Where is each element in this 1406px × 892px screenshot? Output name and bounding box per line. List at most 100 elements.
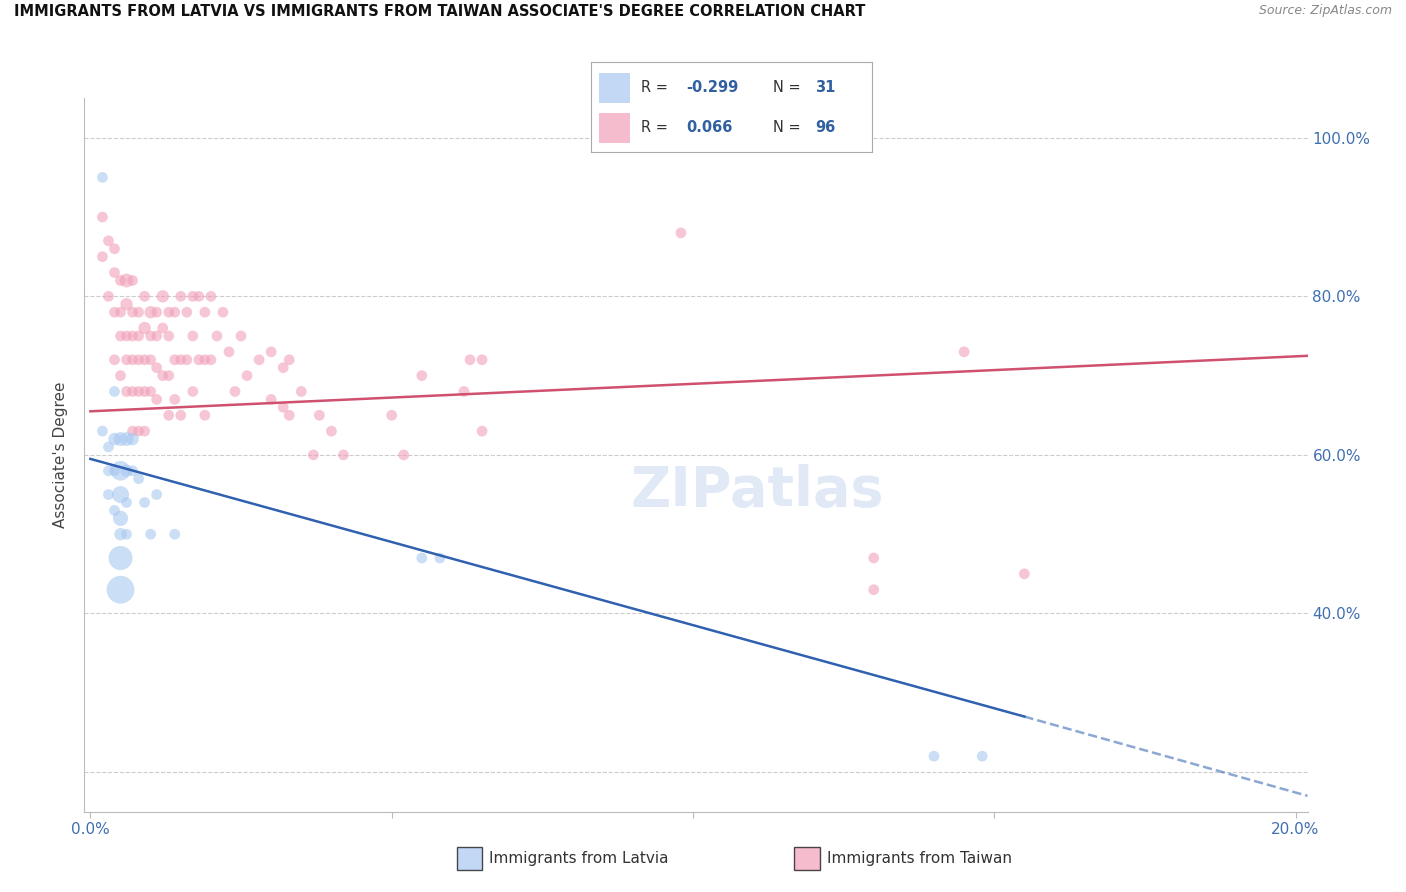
Point — [128, 424, 150, 438]
Point — [862, 551, 884, 566]
Point — [103, 432, 125, 446]
Bar — [599, 113, 630, 143]
Point — [121, 305, 143, 319]
Point — [115, 464, 138, 478]
Point — [103, 384, 125, 399]
Point — [181, 384, 204, 399]
Point — [163, 392, 186, 407]
Point — [152, 321, 174, 335]
Point — [121, 273, 143, 287]
Point — [139, 352, 162, 367]
Point — [91, 424, 114, 438]
Point — [229, 329, 252, 343]
Point — [110, 368, 132, 383]
Point — [139, 384, 162, 399]
Point — [110, 305, 132, 319]
Text: N =: N = — [773, 120, 806, 135]
Text: Immigrants from Latvia: Immigrants from Latvia — [489, 851, 669, 866]
Point — [115, 432, 138, 446]
Point — [200, 289, 222, 303]
Point — [128, 329, 150, 343]
Point — [247, 352, 270, 367]
Point — [157, 305, 180, 319]
Point — [862, 582, 884, 597]
Point — [103, 352, 125, 367]
Point — [669, 226, 692, 240]
Point — [271, 401, 294, 415]
Point — [115, 329, 138, 343]
Point — [97, 487, 120, 501]
Point — [953, 344, 976, 359]
Point — [145, 360, 167, 375]
Point — [302, 448, 325, 462]
Point — [145, 392, 167, 407]
Point — [194, 352, 217, 367]
Point — [1014, 566, 1036, 581]
Point — [471, 424, 494, 438]
Point — [224, 384, 246, 399]
Point — [163, 352, 186, 367]
Point — [103, 266, 125, 280]
Point — [290, 384, 312, 399]
Text: -0.299: -0.299 — [686, 80, 738, 95]
Point — [121, 432, 143, 446]
Point — [278, 352, 301, 367]
Point — [128, 352, 150, 367]
Point — [97, 440, 120, 454]
Point — [145, 329, 167, 343]
Point — [194, 305, 217, 319]
Point — [134, 321, 156, 335]
Text: IMMIGRANTS FROM LATVIA VS IMMIGRANTS FROM TAIWAN ASSOCIATE'S DEGREE CORRELATION : IMMIGRANTS FROM LATVIA VS IMMIGRANTS FRO… — [14, 4, 866, 20]
Point — [321, 424, 343, 438]
Point — [163, 305, 186, 319]
Point — [194, 409, 217, 423]
Point — [157, 409, 180, 423]
Point — [91, 170, 114, 185]
Point — [115, 384, 138, 399]
Point — [134, 352, 156, 367]
Point — [278, 409, 301, 423]
Point — [411, 551, 433, 566]
Point — [91, 210, 114, 224]
Point — [381, 409, 404, 423]
Point — [260, 344, 283, 359]
Point — [103, 464, 125, 478]
Point — [218, 344, 240, 359]
Point — [163, 527, 186, 541]
Point — [121, 352, 143, 367]
Point — [128, 384, 150, 399]
Point — [170, 352, 193, 367]
Point — [176, 352, 198, 367]
Point — [471, 352, 494, 367]
Point — [139, 305, 162, 319]
Point — [128, 472, 150, 486]
Point — [134, 384, 156, 399]
Point — [187, 352, 209, 367]
Point — [110, 273, 132, 287]
Point — [332, 448, 354, 462]
Text: 96: 96 — [815, 120, 835, 135]
Point — [139, 329, 162, 343]
Point — [181, 329, 204, 343]
Point — [110, 511, 132, 525]
Point — [97, 234, 120, 248]
Point — [308, 409, 330, 423]
Text: R =: R = — [641, 80, 672, 95]
Point — [176, 305, 198, 319]
Point — [152, 368, 174, 383]
Point — [128, 305, 150, 319]
Point — [121, 329, 143, 343]
Point — [187, 289, 209, 303]
Text: Immigrants from Taiwan: Immigrants from Taiwan — [827, 851, 1012, 866]
Text: Source: ZipAtlas.com: Source: ZipAtlas.com — [1258, 4, 1392, 18]
Text: 31: 31 — [815, 80, 835, 95]
Point — [110, 464, 132, 478]
Text: R =: R = — [641, 120, 678, 135]
Point — [212, 305, 235, 319]
Point — [260, 392, 283, 407]
Point — [411, 368, 433, 383]
Point — [121, 384, 143, 399]
Y-axis label: Associate's Degree: Associate's Degree — [53, 382, 69, 528]
Point — [115, 273, 138, 287]
Point — [134, 289, 156, 303]
